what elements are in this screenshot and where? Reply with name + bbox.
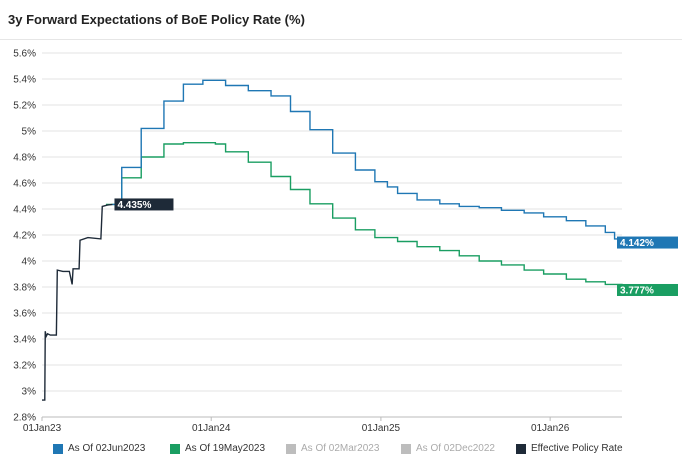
chart-legend: As Of 02Jun2023 As Of 19May2023 As Of 02…: [0, 443, 682, 461]
legend-item-02dec2022[interactable]: As Of 02Dec2022: [401, 443, 495, 454]
data-label-02jun2023: 4.142%: [617, 236, 678, 249]
data-label-19may2023-box: [617, 283, 678, 296]
data-label-effective-policy-rate-box: [114, 198, 174, 211]
data-label-effective-policy-rate-text: 4.435%: [117, 200, 151, 211]
data-label-02jun2023-text: 4.142%: [620, 238, 654, 249]
legend-item-effective-policy-rate[interactable]: Effective Policy Rate: [516, 443, 623, 454]
y-tick-label: 4.2%: [13, 231, 36, 242]
legend-label-effective-policy-rate: Effective Policy Rate: [531, 443, 623, 454]
y-tick-label: 3.2%: [13, 361, 36, 372]
legend-item-02jun2023[interactable]: As Of 02Jun2023: [53, 443, 145, 454]
y-tick-label: 4.4%: [13, 205, 36, 216]
series-line-as-of-19may2023: [105, 142, 623, 290]
legend-label-02dec2022: As Of 02Dec2022: [416, 443, 495, 454]
chart-header: 3y Forward Expectations of BoE Policy Ra…: [0, 0, 682, 40]
legend-label-02mar2023: As Of 02Mar2023: [301, 443, 380, 454]
y-tick-label: 5.2%: [13, 101, 36, 112]
legend-swatch-02mar2023: [286, 443, 296, 454]
series-line-effective-policy-rate: [42, 203, 113, 401]
y-tick-label: 2.8%: [13, 413, 36, 424]
data-label-02jun2023-box: [617, 236, 678, 249]
y-tick-label: 4.8%: [13, 153, 36, 164]
data-label-effective-policy-rate: 4.435%: [114, 198, 174, 211]
data-label-19may2023-text: 3.777%: [620, 285, 654, 296]
data-label-19may2023: 3.777%: [617, 283, 678, 296]
chart-title: 3y Forward Expectations of BoE Policy Ra…: [8, 12, 305, 27]
legend-item-19may2023[interactable]: As Of 19May2023: [170, 443, 265, 454]
x-tick-label: 01Jan26: [531, 423, 570, 434]
y-tick-label: 3%: [22, 387, 37, 398]
y-tick-label: 5.6%: [13, 49, 36, 60]
y-tick-label: 5%: [22, 127, 37, 138]
series-line-as-of-02jun2023: [112, 79, 623, 243]
x-tick-label: 01Jan23: [23, 423, 62, 434]
y-tick-label: 4.6%: [13, 179, 36, 190]
y-tick-label: 4%: [22, 257, 37, 268]
x-tick-label: 01Jan24: [192, 423, 231, 434]
y-tick-label: 3.4%: [13, 335, 36, 346]
legend-swatch-effective-policy-rate: [516, 443, 526, 454]
legend-label-19may2023: As Of 19May2023: [185, 443, 266, 454]
legend-item-02mar2023[interactable]: As Of 02Mar2023: [286, 443, 379, 454]
y-tick-label: 5.4%: [13, 75, 36, 86]
x-tick-label: 01Jan25: [362, 423, 401, 434]
legend-label-02jun2023: As Of 02Jun2023: [68, 443, 146, 454]
legend-swatch-02dec2022: [401, 443, 411, 454]
y-tick-label: 3.6%: [13, 309, 36, 320]
y-tick-label: 3.8%: [13, 283, 36, 294]
legend-swatch-19may2023: [170, 443, 180, 454]
legend-swatch-02jun2023: [53, 443, 63, 454]
